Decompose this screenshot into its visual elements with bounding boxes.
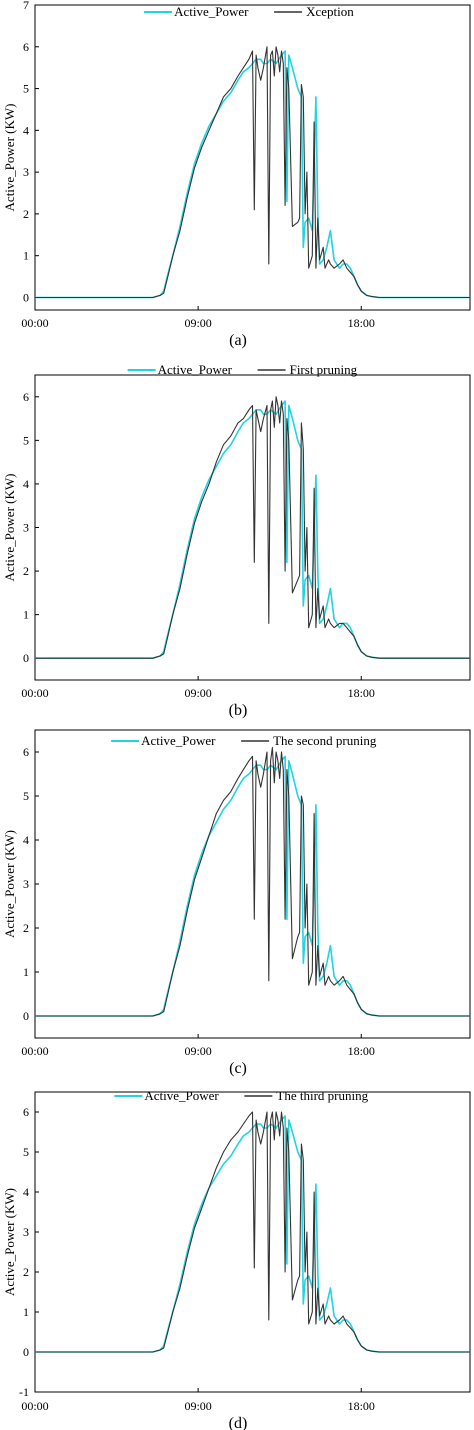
legend-label-actual: Active_Power [141, 733, 216, 748]
series-line-active-power [35, 755, 470, 1017]
y-tick-label: 2 [23, 564, 29, 578]
y-tick-label: 1 [23, 965, 29, 979]
series-line-model [35, 1111, 470, 1353]
y-tick-label: 6 [23, 1105, 29, 1119]
y-tick-label: 1 [23, 1305, 29, 1319]
y-tick-label: 5 [23, 82, 29, 96]
x-tick-label: 18:00 [348, 1399, 375, 1413]
x-tick-label: 00:00 [21, 686, 48, 700]
series-line-active-power [35, 1115, 470, 1353]
legend-label-actual: Active_Power [158, 362, 233, 377]
legend: Active_Power Xception [144, 4, 354, 19]
y-tick-label: 2 [23, 207, 29, 221]
legend-label-actual: Active_Power [174, 4, 249, 19]
y-tick-label: 1 [23, 249, 29, 263]
y-axis-title: Active_Power (KW) [2, 1188, 17, 1296]
x-tick-label: 18:00 [348, 1044, 375, 1058]
series-line-active-power [35, 400, 470, 660]
x-tick-label: 00:00 [21, 1399, 48, 1413]
y-tick-label: 0 [23, 1009, 29, 1023]
chart-panel-b: 0 1 2 3 4 5 6 00:00 09:00 18:00 Active_Power (KW)… [2, 362, 471, 719]
x-tick-label: 09:00 [184, 316, 211, 330]
y-tick-label: 6 [23, 390, 29, 404]
y-tick-label: 3 [23, 877, 29, 891]
plot-frame [34, 1091, 471, 1393]
y-tick-label: 4 [23, 477, 29, 491]
y-tick-label: 6 [23, 745, 29, 759]
y-tick-label: 4 [23, 833, 29, 847]
legend: Active_Power First pruning [127, 362, 358, 377]
x-tick-label: 00:00 [21, 316, 48, 330]
legend: Active_Power The second pruning [111, 733, 377, 748]
y-tick-label: 3 [23, 521, 29, 535]
y-tick-label: 0 [23, 290, 29, 304]
chart-panel-c: 0 1 2 3 4 5 6 00:00 09:00 18:00 Active_Power (KW)… [2, 729, 471, 1077]
legend: Active_Power The third pruning [114, 1088, 369, 1103]
series-line-model [35, 46, 470, 299]
plot-frame [34, 4, 471, 311]
y-tick-label: 0 [23, 651, 29, 665]
panel-caption: (d) [229, 1415, 248, 1430]
panel-caption: (a) [229, 332, 247, 349]
chart-panel-a: 0 1 2 3 4 5 6 7 00:00 09:00 18:00 Active_Power (KW… [2, 0, 471, 349]
y-tick-label: 7 [23, 0, 29, 12]
x-tick-label: 00:00 [21, 1044, 48, 1058]
y-tick-label: 5 [23, 789, 29, 803]
y-tick-label: 5 [23, 1145, 29, 1159]
panel-caption: (b) [229, 702, 248, 719]
y-tick-label: 5 [23, 433, 29, 447]
y-axis-title: Active_Power (KW) [2, 474, 17, 582]
y-tick-label: 6 [23, 40, 29, 54]
y-axis-title: Active_Power (KW) [2, 830, 17, 938]
x-tick-label: 18:00 [348, 316, 375, 330]
x-tick-label: 09:00 [184, 1399, 211, 1413]
y-tick-label: 4 [23, 123, 29, 137]
x-tick-label: 09:00 [184, 1044, 211, 1058]
y-tick-label: 0 [23, 1345, 29, 1359]
panel-caption: (c) [229, 1060, 247, 1077]
legend-label-actual: Active_Power [144, 1088, 219, 1103]
legend-label-model: Xception [306, 4, 354, 19]
y-tick-label: 3 [23, 165, 29, 179]
series-line-model [35, 396, 470, 659]
chart-panel-d: -1 0 1 2 3 4 5 6 00:00 09:00 18:00 Active_Power (K… [2, 1088, 471, 1430]
legend-label-model: The second pruning [273, 733, 377, 748]
y-tick-label: -1 [19, 1385, 29, 1399]
legend-label-model: First pruning [290, 362, 358, 377]
series-line-model [35, 747, 470, 1017]
x-tick-label: 18:00 [348, 686, 375, 700]
x-tick-label: 09:00 [184, 686, 211, 700]
legend-label-model: The third pruning [276, 1088, 368, 1103]
y-tick-label: 4 [23, 1185, 29, 1199]
y-tick-label: 2 [23, 921, 29, 935]
y-axis-title: Active_Power (KW) [2, 104, 17, 212]
y-tick-label: 2 [23, 1265, 29, 1279]
y-tick-label: 1 [23, 608, 29, 622]
y-tick-label: 3 [23, 1225, 29, 1239]
